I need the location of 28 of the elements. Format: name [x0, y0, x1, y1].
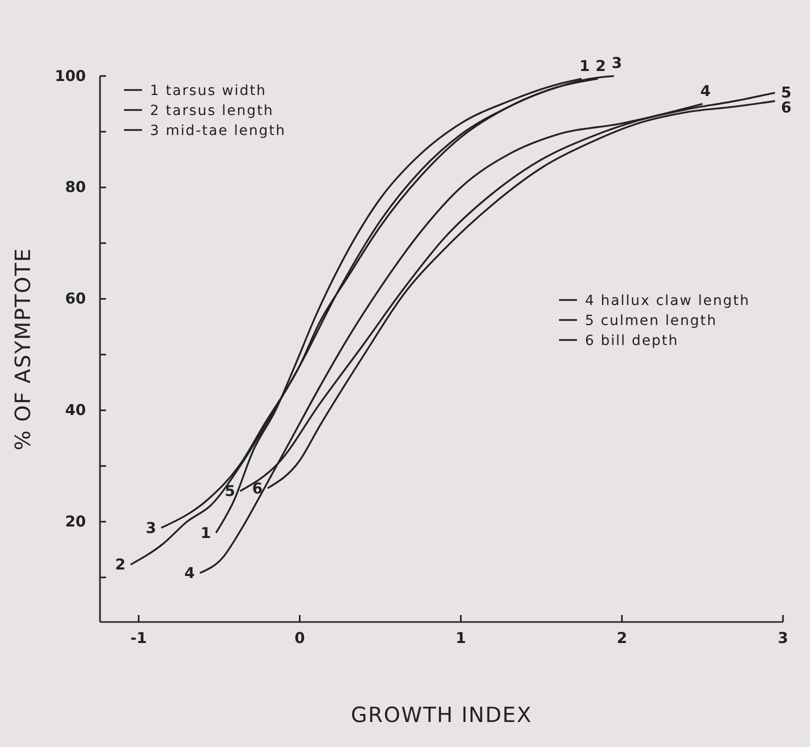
- annotation: 4: [700, 82, 711, 100]
- y-tick-label: 20: [65, 512, 86, 531]
- y-tick-label: 60: [65, 290, 86, 308]
- y-axis-title: % OF ASYMPTOTE: [11, 248, 35, 450]
- annotation: 1: [200, 524, 211, 542]
- y-tick-label: 80: [65, 178, 86, 196]
- annotation: 2: [115, 556, 126, 574]
- x-tick-label: 0: [294, 629, 305, 647]
- x-tick-label: 3: [778, 629, 788, 647]
- y-tick-label: 40: [65, 401, 86, 420]
- x-axis-title: GROWTH INDEX: [350, 703, 532, 727]
- legend-label: 5 culmen length: [585, 313, 718, 329]
- x-tick-label: 2: [616, 629, 628, 647]
- annotation: 4: [184, 564, 195, 582]
- x-tick-label: -1: [130, 629, 147, 647]
- x-tick-label: 1: [456, 629, 466, 647]
- annotation: 5: [224, 482, 236, 500]
- legend-label: 1 tarsus width: [150, 83, 266, 99]
- legend-label: 2 tarsus length: [150, 103, 274, 119]
- y-tick-label: 100: [54, 66, 86, 85]
- legend-label: 3 mid-tae length: [150, 123, 286, 139]
- annotation: 3: [146, 518, 156, 537]
- legend-label: 6 bill depth: [585, 333, 679, 349]
- annotation: 6: [252, 479, 263, 498]
- annotation: 3: [612, 54, 622, 72]
- legend-label: 4 hallux claw length: [585, 293, 750, 309]
- annotation: 1: [579, 56, 590, 75]
- annotation: 2: [596, 56, 606, 75]
